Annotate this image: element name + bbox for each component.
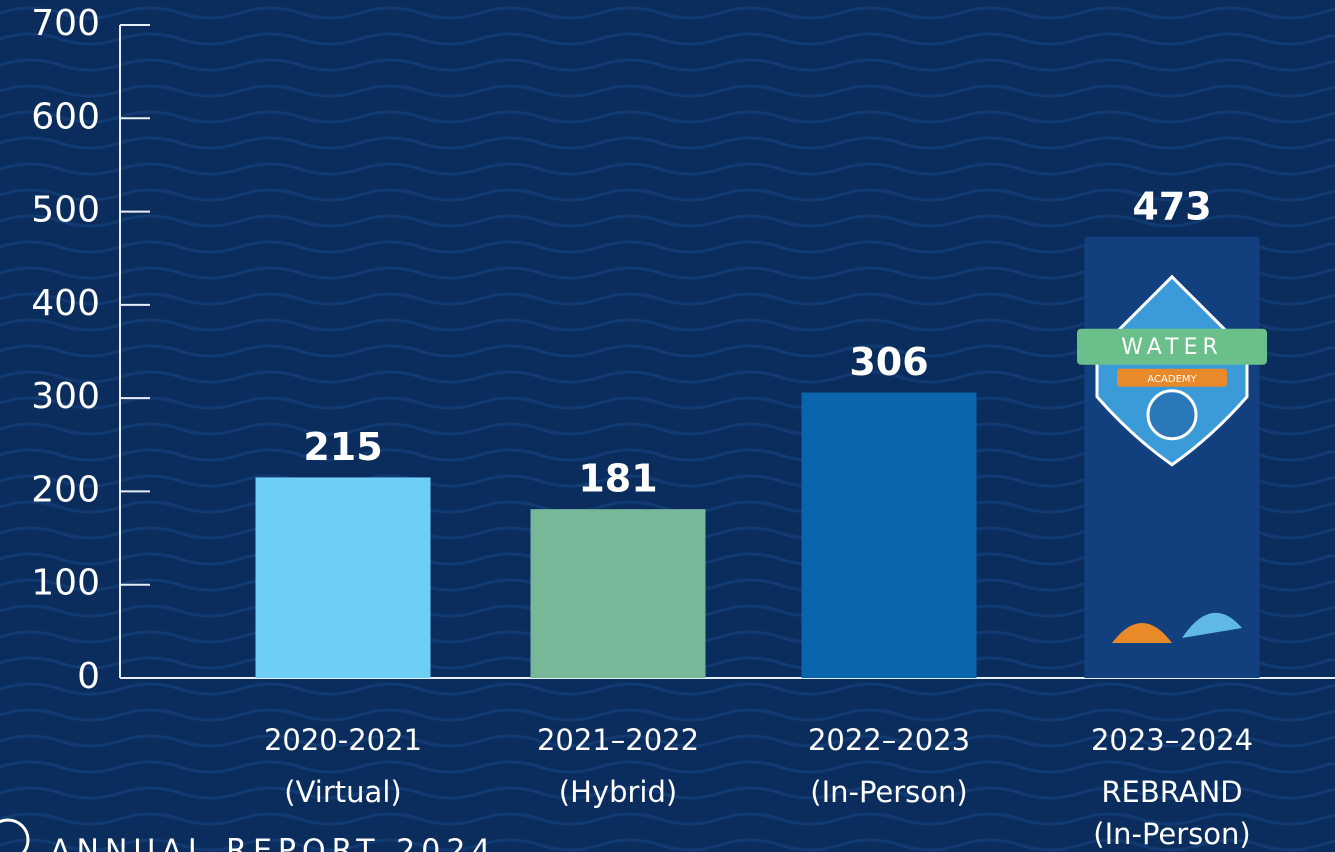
bar <box>255 477 431 678</box>
y-tick-label: 500 <box>31 190 100 231</box>
badge-text: WATER <box>1121 335 1223 360</box>
x-tick-label: 2022–2023 <box>808 723 970 757</box>
value-label: 215 <box>303 425 382 469</box>
x-tick-label: (In-Person) <box>1093 817 1250 851</box>
y-tick-label: 400 <box>31 283 100 324</box>
badge-seal <box>1146 389 1198 441</box>
y-tick-label: 600 <box>31 96 100 137</box>
value-label: 181 <box>578 457 657 501</box>
badge-decor <box>1182 612 1242 638</box>
footer-logo <box>0 818 30 852</box>
badge-decor <box>1112 623 1172 643</box>
footer: ANNUAL REPORT 2024 <box>50 834 497 852</box>
y-tick-label: 200 <box>31 469 100 510</box>
bar <box>801 392 977 678</box>
bar <box>530 509 706 678</box>
x-tick-label: (Hybrid) <box>559 775 677 809</box>
x-tick-label: 2023–2024 <box>1091 723 1253 757</box>
x-tick-label: 2021–2022 <box>537 723 699 757</box>
badge-ribbon <box>1077 328 1267 365</box>
badge-band <box>1117 368 1227 387</box>
value-label: 473 <box>1132 184 1211 228</box>
y-tick-label: 300 <box>31 376 100 417</box>
x-tick-label: REBRAND <box>1101 775 1242 809</box>
x-tick-label: (Virtual) <box>284 775 401 809</box>
x-tick-label: 2020-2021 <box>264 723 422 757</box>
y-tick-label: 700 <box>31 3 100 44</box>
value-label: 306 <box>849 340 928 384</box>
y-tick-label: 0 <box>77 656 100 697</box>
badge-text: ACADEMY <box>1147 374 1197 385</box>
y-tick-label: 100 <box>31 563 100 604</box>
x-tick-label: (In-Person) <box>810 775 967 809</box>
